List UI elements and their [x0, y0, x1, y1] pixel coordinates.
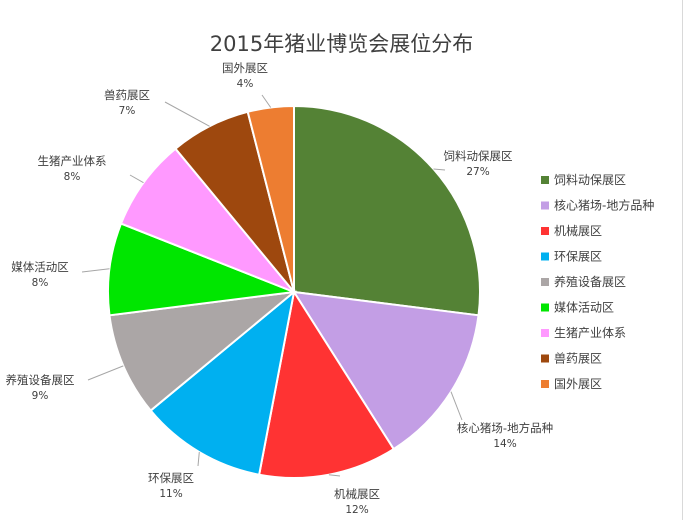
pie-slice-1 [293, 104, 481, 317]
leader-line-7 [129, 174, 144, 184]
legend-swatch-3 [541, 227, 549, 235]
slice-percent-1: 27% [466, 166, 489, 178]
slice-label-3: 机械展区 [334, 487, 380, 501]
legend-swatch-2 [541, 201, 549, 210]
slice-percent-3: 12% [345, 504, 368, 516]
legend-label-4: 环保展区 [554, 250, 602, 264]
slice-label-5: 养殖设备展区 [6, 373, 75, 387]
leader-line-3 [328, 474, 341, 477]
leader-line-2 [450, 391, 463, 421]
slice-label-8: 兽药展区 [104, 88, 150, 102]
legend-swatch-9 [541, 380, 549, 388]
pie-slice-5 [108, 290, 298, 412]
legend-swatch-6 [541, 303, 549, 312]
leader-line-1 [433, 168, 446, 171]
pie-slice-3 [257, 289, 396, 479]
legend-swatch-5 [541, 278, 549, 286]
pie-slice-2 [292, 290, 480, 451]
leader-line-5 [87, 365, 124, 381]
pie-slice-4 [149, 289, 296, 476]
pie-slice-6 [107, 222, 295, 317]
leader-lines [81, 94, 463, 477]
slice-percent-9: 4% [237, 78, 254, 90]
legend: 饲料动保展区核心猪场-地方品种机械展区环保展区养殖设备展区媒体活动区生猪产业体系… [541, 173, 654, 391]
slice-label-2: 核心猪场-地方品种 [457, 421, 553, 435]
slice-percent-8: 7% [119, 105, 136, 117]
legend-label-1: 饲料动保展区 [554, 173, 626, 187]
slice-label-1: 饲料动保展区 [444, 149, 513, 163]
slice-label-6: 媒体活动区 [11, 260, 69, 274]
slice-label-7: 生猪产业体系 [38, 154, 107, 168]
leader-line-4 [197, 452, 200, 467]
legend-label-5: 养殖设备展区 [554, 274, 626, 289]
legend-label-3: 机械展区 [554, 223, 602, 238]
leader-line-8 [164, 101, 210, 127]
pie-slice-7 [119, 147, 295, 293]
leader-line-6 [81, 268, 110, 273]
legend-label-2: 核心猪场-地方品种 [554, 198, 654, 213]
pie-slices [107, 104, 481, 479]
slice-percent-4: 11% [159, 488, 182, 500]
legend-label-7: 生猪产业体系 [554, 326, 626, 340]
pie-slice-9 [246, 104, 295, 293]
legend-label-8: 兽药展区 [554, 352, 602, 366]
slice-percent-6: 8% [32, 277, 49, 289]
slice-percent-7: 8% [64, 171, 81, 183]
slice-percent-5: 9% [32, 390, 49, 402]
chart-title: 2015年猪业博览会展位分布 [209, 32, 474, 56]
legend-label-9: 国外展区 [554, 377, 602, 391]
leader-line-9 [261, 94, 272, 108]
slice-label-4: 环保展区 [148, 471, 194, 485]
slice-percent-2: 14% [493, 438, 516, 450]
legend-swatch-8 [541, 354, 549, 363]
legend-swatch-4 [541, 252, 549, 261]
data-labels: 饲料动保展区 27% 核心猪场-地方品种 14% 机械展区 12% 环保展区 11% 养殖设备展… [6, 61, 554, 516]
legend-swatch-1 [541, 176, 549, 184]
legend-swatch-7 [541, 329, 549, 337]
legend-label-6: 媒体活动区 [554, 301, 614, 315]
slice-label-9: 国外展区 [222, 61, 268, 75]
